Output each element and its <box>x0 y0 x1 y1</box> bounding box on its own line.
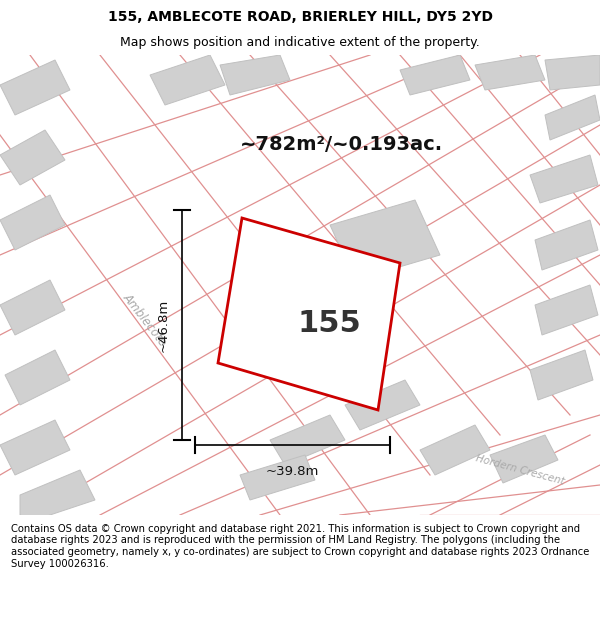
Text: ~39.8m: ~39.8m <box>266 465 319 478</box>
Polygon shape <box>218 218 400 410</box>
Text: 155: 155 <box>298 309 361 338</box>
Polygon shape <box>400 55 470 95</box>
Polygon shape <box>420 425 490 475</box>
Polygon shape <box>5 350 70 405</box>
Polygon shape <box>0 195 65 250</box>
Polygon shape <box>535 220 598 270</box>
Polygon shape <box>0 420 70 475</box>
Text: ~46.8m: ~46.8m <box>157 298 170 352</box>
Polygon shape <box>345 380 420 430</box>
Polygon shape <box>330 200 440 280</box>
Text: Map shows position and indicative extent of the property.: Map shows position and indicative extent… <box>120 36 480 49</box>
Polygon shape <box>535 285 598 335</box>
Polygon shape <box>240 455 315 500</box>
Text: ~782m²/~0.193ac.: ~782m²/~0.193ac. <box>240 136 443 154</box>
Polygon shape <box>0 280 65 335</box>
Text: Hordern Crescent: Hordern Crescent <box>475 453 566 487</box>
Polygon shape <box>490 435 558 483</box>
Polygon shape <box>0 130 65 185</box>
Text: Amblecote: Amblecote <box>121 291 170 349</box>
Text: Contains OS data © Crown copyright and database right 2021. This information is : Contains OS data © Crown copyright and d… <box>11 524 589 569</box>
Polygon shape <box>20 470 95 520</box>
Polygon shape <box>545 95 600 140</box>
Polygon shape <box>530 155 598 203</box>
Polygon shape <box>270 415 345 465</box>
Polygon shape <box>545 55 600 90</box>
Polygon shape <box>150 55 225 105</box>
Polygon shape <box>475 55 545 90</box>
Text: 155, AMBLECOTE ROAD, BRIERLEY HILL, DY5 2YD: 155, AMBLECOTE ROAD, BRIERLEY HILL, DY5 … <box>107 9 493 24</box>
Polygon shape <box>0 60 70 115</box>
Polygon shape <box>530 350 593 400</box>
Polygon shape <box>220 55 290 95</box>
